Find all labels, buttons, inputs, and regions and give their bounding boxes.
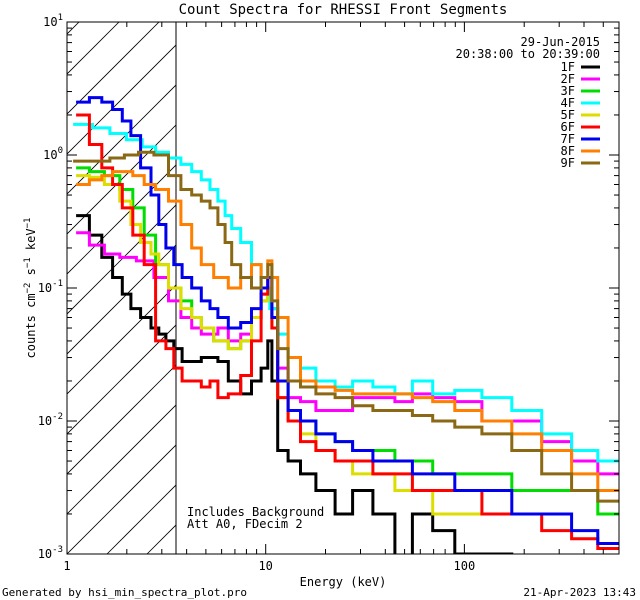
legend-label-1f: 1F [561, 60, 575, 74]
legend-label-4f: 4F [561, 96, 575, 110]
hatch-line [67, 22, 80, 35]
excluded-energy-hatch [0, 0, 176, 554]
time-range-label: 20:38:00 to 20:39:00 [456, 47, 601, 61]
hatch-line [67, 404, 176, 515]
x-tick-labels: 1 10 100 [63, 559, 475, 573]
axis-ticks [66, 22, 620, 555]
hatch-line [67, 204, 176, 315]
timestamp-label: 21-Apr-2023 13:43 [523, 586, 636, 599]
legend-label-5f: 5F [561, 108, 575, 122]
legend-label-3f: 3F [561, 84, 575, 98]
hatch-line [67, 164, 176, 275]
y-tick-label: 101 [43, 13, 63, 29]
annotation-background: Includes Background [187, 505, 324, 519]
annotation-attenuator: Att A0, FDecim 2 [187, 517, 303, 531]
hatch-line [67, 444, 176, 554]
y-tick-label: 10-1 [38, 279, 63, 295]
hatch-line [67, 284, 176, 395]
hatch-line [67, 244, 176, 355]
legend-label-2f: 2F [561, 72, 575, 86]
y-tick-label: 10-2 [38, 412, 63, 428]
generated-by-label: Generated by hsi_min_spectra_plot.pro [2, 586, 247, 599]
x-tick-label: 1 [63, 559, 70, 573]
series-line-1f [76, 214, 514, 554]
hatch-line [67, 44, 176, 155]
date-label: 29-Jun-2015 [521, 35, 600, 49]
legend-label-6f: 6F [561, 120, 575, 134]
hatch-line [67, 22, 120, 75]
y-tick-label: 10-3 [38, 545, 63, 561]
hatch-line [67, 124, 176, 235]
series-line-6f [76, 113, 619, 550]
legend-label-8f: 8F [561, 144, 575, 158]
y-tick-label: 100 [43, 146, 63, 162]
chart-title: Count Spectra for RHESSI Front Segments [179, 2, 508, 18]
hatch-line [0, 0, 107, 554]
legend-label-9f: 9F [561, 156, 575, 170]
x-axis-label: Energy (keV) [300, 575, 387, 589]
series-line-9f [73, 150, 619, 503]
series-line-4f [73, 122, 619, 463]
hatch-line [67, 22, 160, 115]
hatch-line [67, 364, 176, 475]
x-tick-label: 10 [258, 559, 272, 573]
plot-frame [66, 21, 620, 555]
series-line-8f [76, 170, 619, 492]
y-tick-labels: 10-3 10-2 10-1 100 101 [38, 13, 63, 561]
legend-label-7f: 7F [561, 132, 575, 146]
y-axis-label: counts cm−2 s−1 keV−1 [23, 218, 38, 359]
x-tick-label: 100 [454, 559, 476, 573]
series-line-7f [76, 96, 619, 545]
series-group [73, 96, 619, 554]
